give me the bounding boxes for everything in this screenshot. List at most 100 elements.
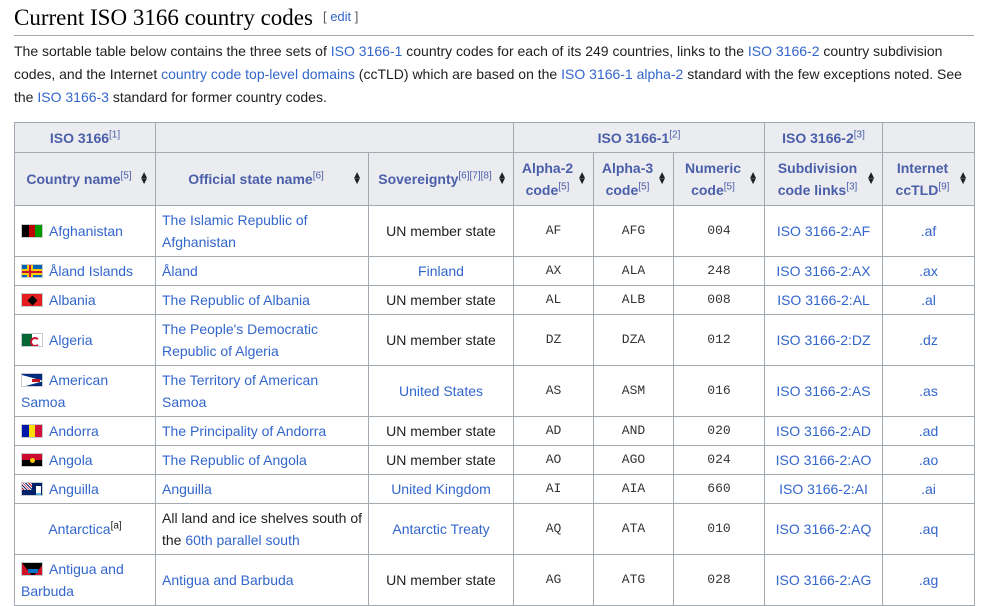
country-link[interactable]: Albania [49, 292, 96, 308]
cell-subdivision: ISO 3166-2:AX [764, 256, 884, 286]
parallel-link[interactable]: 60th parallel south [185, 532, 300, 548]
sovereignty-text: UN member state [386, 423, 496, 439]
official-name-link[interactable]: Anguilla [162, 481, 212, 497]
cell-numeric: 010 [672, 503, 766, 555]
country-link[interactable]: Algeria [49, 332, 93, 348]
tld-link[interactable]: .dz [919, 332, 938, 348]
tld-link[interactable]: .aq [918, 521, 939, 537]
subdivision-link[interactable]: ISO 3166-2:AQ [775, 521, 872, 537]
edit-link[interactable]: edit [330, 9, 352, 24]
subdivision-link[interactable]: ISO 3166-2:DZ [776, 332, 871, 348]
subdivision-link[interactable]: ISO 3166-2:AX [776, 263, 871, 279]
country-link[interactable]: Åland Islands [49, 263, 134, 279]
cell-official-name: The Republic of Albania [155, 285, 369, 315]
cell-sovereignty: UN member state [368, 554, 514, 606]
sovereignty-link[interactable]: Antarctic Treaty [392, 521, 490, 537]
tld-link[interactable]: .ag [918, 572, 939, 588]
country-link[interactable]: Antarctica [48, 521, 111, 537]
column-header-sovereignty[interactable]: Sovereignty[6][7][8] ▲ ▼ [368, 152, 514, 206]
subdivision-link[interactable]: ISO 3166-2:AG [775, 572, 872, 588]
cell-sovereignty: Antarctic Treaty [368, 503, 514, 555]
cell-tld: .dz [882, 314, 976, 366]
cell-tld: .aq [882, 503, 976, 555]
official-name-link[interactable]: The Republic of Albania [162, 292, 310, 308]
column-header-subdivision[interactable]: Subdivision code links[3] ▲ ▼ [764, 152, 884, 206]
link-iso-3166-1-alpha-2[interactable]: ISO 3166-1 alpha-2 [561, 66, 684, 82]
cell-tld: .ai [882, 474, 976, 504]
cell-official-name: The Territory of American Samoa [155, 365, 369, 417]
cell-numeric: 008 [672, 285, 766, 315]
official-name-link[interactable]: Åland [162, 263, 198, 279]
column-header-alpha3[interactable]: Alpha-3 code[5] ▲ ▼ [593, 152, 674, 206]
official-name-link[interactable]: Antigua and Barbuda [162, 572, 294, 588]
tld-link[interactable]: .ai [921, 481, 936, 497]
tld-link[interactable]: .ao [918, 452, 939, 468]
cell-alpha3: DZA [593, 314, 674, 366]
group-header-blank [155, 122, 514, 153]
link-iso-3166-2[interactable]: ISO 3166-2 [747, 43, 820, 59]
cell-country: Afghanistan [14, 205, 156, 257]
subdivision-link[interactable]: ISO 3166-2:AF [776, 223, 871, 239]
sovereignty-text: UN member state [386, 332, 496, 348]
link-iso-3166-3[interactable]: ISO 3166-3 [37, 89, 109, 105]
cell-subdivision: ISO 3166-2:AS [764, 365, 884, 417]
cell-official-name: The People's Democratic Republic of Alge… [155, 314, 369, 366]
official-name-link[interactable]: The People's Democratic Republic of Alge… [162, 321, 318, 359]
cell-sovereignty: United Kingdom [368, 474, 514, 504]
cell-official-name: The Republic of Angola [155, 445, 369, 475]
cell-sovereignty: UN member state [368, 416, 514, 446]
tld-link[interactable]: .ad [918, 423, 939, 439]
cell-tld: .ag [882, 554, 976, 606]
sort-icon[interactable]: ▲ ▼ [352, 170, 362, 187]
cell-numeric: 024 [672, 445, 766, 475]
cell-alpha3: AND [593, 416, 674, 446]
cell-subdivision: ISO 3166-2:DZ [764, 314, 884, 366]
cell-alpha3: AGO [593, 445, 674, 475]
sovereignty-link[interactable]: United Kingdom [391, 481, 491, 497]
cell-country: Antigua and Barbuda [14, 554, 156, 606]
sort-icon[interactable]: ▲ ▼ [748, 170, 759, 187]
cell-subdivision: ISO 3166-2:AO [764, 445, 884, 475]
official-name-link[interactable]: The Territory of American Samoa [162, 372, 319, 410]
subdivision-link[interactable]: ISO 3166-2:AD [776, 423, 871, 439]
country-link[interactable]: Anguilla [49, 481, 99, 497]
subdivision-link[interactable]: ISO 3166-2:AL [777, 292, 870, 308]
link-iso-3166-1[interactable]: ISO 3166-1 [330, 43, 403, 59]
sort-icon[interactable]: ▲ ▼ [657, 170, 667, 187]
country-link[interactable]: Angola [49, 452, 93, 468]
country-link[interactable]: Afghanistan [49, 223, 123, 239]
sovereignty-text: UN member state [386, 452, 496, 468]
sort-icon[interactable]: ▲ ▼ [866, 170, 877, 187]
column-header-alpha2[interactable]: Alpha-2 code[5] ▲ ▼ [513, 152, 594, 206]
tld-link[interactable]: .ax [919, 263, 938, 279]
sovereignty-link[interactable]: Finland [418, 263, 464, 279]
tld-link[interactable]: .af [920, 223, 937, 239]
sort-icon[interactable]: ▲ ▼ [497, 170, 507, 187]
table-row: Åland Islands Åland Finland AX ALA 248 ISO 316… [14, 256, 976, 286]
tld-link[interactable]: .al [921, 292, 936, 308]
subdivision-link[interactable]: ISO 3166-2:AO [775, 452, 872, 468]
column-header-official[interactable]: Official state name[6] ▲ ▼ [155, 152, 369, 206]
column-header-numeric[interactable]: Numeric code[5] ▲ ▼ [672, 152, 766, 206]
cell-official-name: The Islamic Republic of Afghanistan [155, 205, 369, 257]
official-name-link[interactable]: The Republic of Angola [162, 452, 307, 468]
official-name-link[interactable]: The Principality of Andorra [162, 423, 327, 439]
cell-numeric: 020 [672, 416, 766, 446]
country-link[interactable]: American Samoa [21, 372, 109, 410]
sort-icon[interactable]: ▲ ▼ [958, 170, 969, 187]
subdivision-link[interactable]: ISO 3166-2:AI [779, 481, 868, 497]
official-name-link[interactable]: The Islamic Republic of Afghanistan [162, 212, 308, 250]
country-link[interactable]: Andorra [49, 423, 99, 439]
sort-icon[interactable]: ▲ ▼ [577, 170, 587, 187]
cell-country: Albania [14, 285, 156, 315]
sovereignty-link[interactable]: United States [398, 383, 484, 399]
sort-icon[interactable]: ▲ ▼ [139, 170, 149, 187]
tld-link[interactable]: .as [919, 383, 938, 399]
table-row: Angola The Republic of Angola UN member st… [14, 445, 976, 475]
column-header-country[interactable]: Country name[5] ▲ ▼ [14, 152, 156, 206]
subdivision-link[interactable]: ISO 3166-2:AS [776, 383, 871, 399]
cell-alpha3: AIA [593, 474, 674, 504]
column-header-tld[interactable]: Internet ccTLD[9] ▲ ▼ [882, 152, 976, 206]
cell-alpha2: AD [513, 416, 594, 446]
link-cctld[interactable]: country code top-level domains [161, 66, 355, 82]
